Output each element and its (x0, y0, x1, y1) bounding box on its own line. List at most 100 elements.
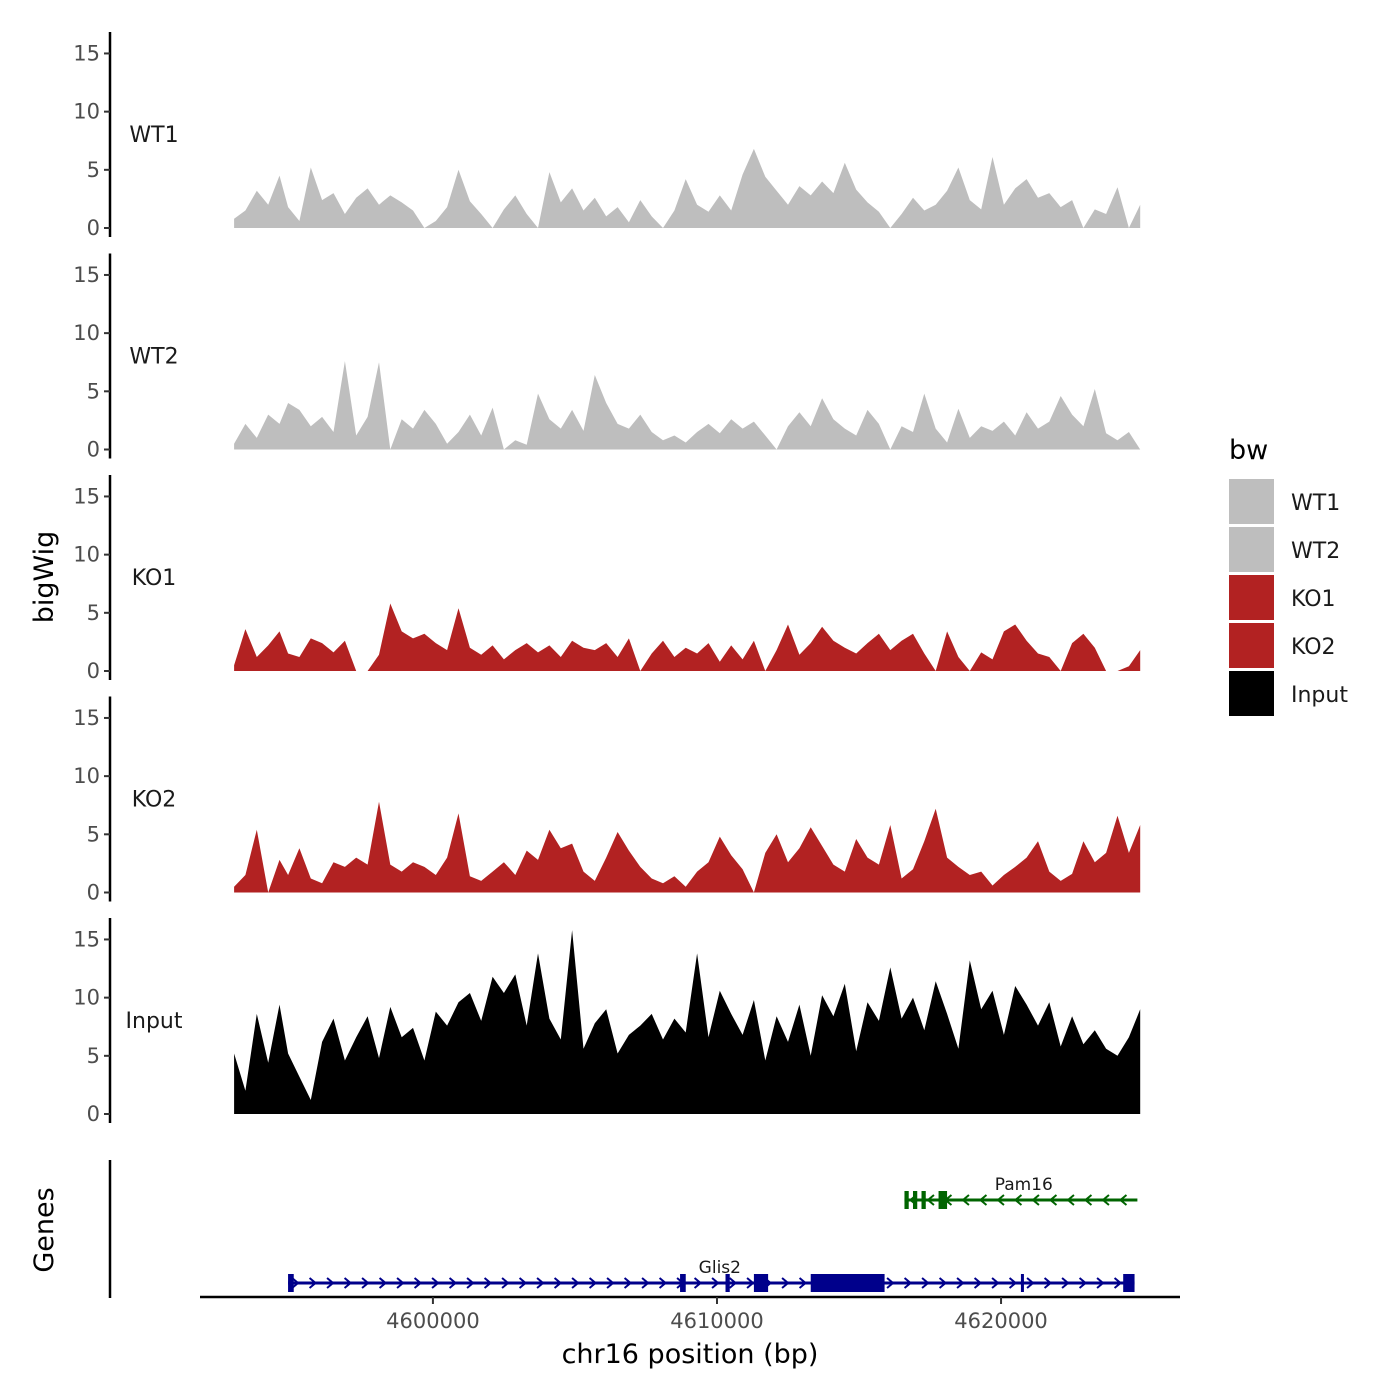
strand-arrow (1013, 1194, 1023, 1206)
coverage-point (1026, 640, 1028, 642)
coverage-point (446, 443, 448, 445)
coverage-point (571, 843, 573, 845)
strand-arrow (746, 1277, 755, 1289)
coverage-point (753, 999, 755, 1001)
coverage-point (673, 210, 675, 212)
coverage-point (344, 640, 346, 642)
coverage-point (730, 210, 732, 212)
y-tick-label: 5 (87, 601, 100, 625)
coverage-point (378, 361, 380, 363)
coverage-point (753, 640, 755, 642)
track-panel-ko1: 0 5 10 15 KO1 (73, 475, 1141, 683)
coverage-point (1003, 630, 1005, 632)
coverage-point (821, 397, 823, 399)
strand-arrow (1031, 1194, 1040, 1206)
coverage-point (798, 185, 800, 187)
coverage-point (1071, 199, 1073, 201)
coverage-point (617, 831, 619, 833)
coverage-point (1128, 1036, 1130, 1038)
coverage-point (605, 857, 607, 859)
coverage-point (1026, 857, 1028, 859)
coverage-point (526, 642, 528, 644)
coverage-point (628, 428, 630, 430)
coverage-point (673, 1018, 675, 1020)
coverage-point (605, 1008, 607, 1010)
coverage-point (1139, 204, 1141, 206)
coverage-point (503, 449, 505, 451)
coverage-point (889, 824, 891, 826)
track-label-input: Input (126, 1009, 183, 1034)
coverage-point (1060, 1046, 1062, 1048)
coverage-point (617, 206, 619, 208)
coverage-point (935, 670, 937, 672)
coverage-point (1117, 670, 1119, 672)
legend: bw WT1 WT2 KO1 KO2 Input (1229, 435, 1348, 716)
coverage-point (1105, 1048, 1107, 1050)
coverage-point (480, 213, 482, 215)
gene-exon (725, 1274, 730, 1292)
coverage-point (855, 838, 857, 840)
coverage-point (764, 1060, 766, 1062)
coverage-point (764, 670, 766, 672)
strand-arrow (378, 1277, 388, 1289)
coverage-point (696, 431, 698, 433)
coverage-point (957, 866, 959, 868)
coverage-point (935, 808, 937, 810)
coverage-point (560, 201, 562, 203)
coverage-point (367, 670, 369, 672)
coverage-point (389, 603, 391, 605)
coverage-point (617, 1053, 619, 1055)
gene-exon (904, 1191, 909, 1209)
coverage-point (1139, 824, 1141, 826)
coverage-point (889, 227, 891, 229)
y-tick-label: 5 (87, 822, 100, 846)
strand-arrow (588, 1277, 598, 1289)
coverage-point (256, 829, 258, 831)
coverage-point (730, 1013, 732, 1015)
coverage-point (571, 929, 573, 931)
strand-arrow (501, 1277, 510, 1289)
coverage-point (696, 952, 698, 954)
gene-exon (921, 1191, 926, 1209)
coverage-point (233, 886, 235, 888)
coverage-point (730, 854, 732, 856)
coverage-point (787, 204, 789, 206)
coverage-point (946, 442, 948, 444)
coverage-point (901, 425, 903, 427)
coverage-point (389, 1006, 391, 1008)
track-panel-wt1: 0 5 10 15 WT1 (73, 32, 1141, 240)
coverage-point (787, 624, 789, 626)
coverage-point (639, 866, 641, 868)
strand-arrow (728, 1277, 738, 1289)
coverage-point (310, 425, 312, 427)
legend-item-input: Input (1229, 671, 1348, 716)
coverage-point (321, 642, 323, 644)
track-panel-input: 0 5 10 15 Input (73, 918, 1141, 1126)
coverage-point (526, 444, 528, 446)
y-tick-label: 0 (87, 881, 100, 905)
coverage-point (992, 885, 994, 887)
strand-arrow (798, 1277, 808, 1289)
strand-arrow (448, 1277, 458, 1289)
coverage-point (367, 864, 369, 866)
coverage-point (821, 994, 823, 996)
coverage-point (662, 439, 664, 441)
coverage-point (344, 213, 346, 215)
strand-arrow (1043, 1277, 1053, 1289)
strand-arrow (291, 1277, 300, 1289)
coverage-point (355, 857, 357, 859)
coverage-point (435, 874, 437, 876)
coverage-point (1037, 428, 1039, 430)
coverage-point (469, 414, 471, 416)
coverage-point (333, 861, 335, 863)
y-tick-label: 15 (73, 484, 100, 508)
coverage-point (458, 431, 460, 433)
coverage-point (935, 428, 937, 430)
coverage-point (1094, 647, 1096, 649)
coverage-point (776, 833, 778, 835)
legend-swatch (1229, 479, 1274, 524)
strand-arrow (693, 1277, 703, 1289)
coverage-point (571, 409, 573, 411)
legend-label: WT2 (1291, 539, 1340, 564)
